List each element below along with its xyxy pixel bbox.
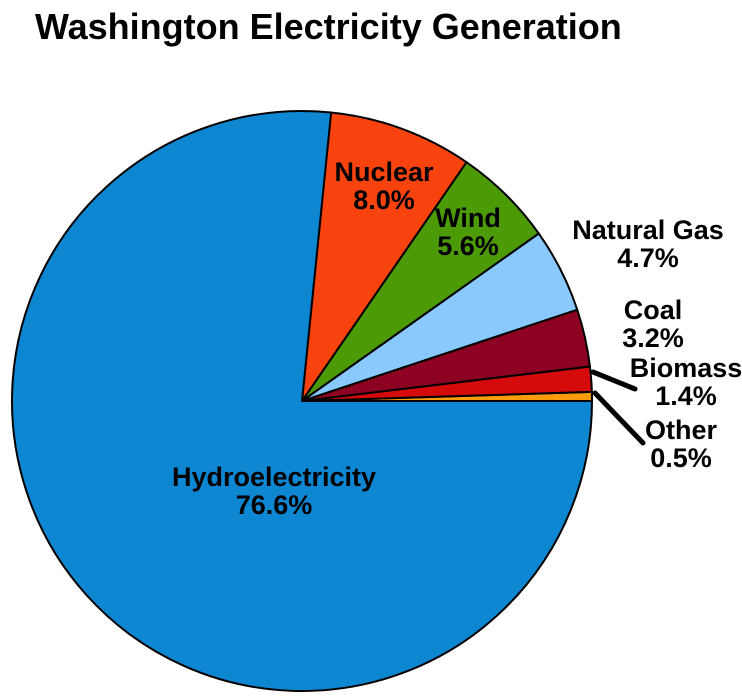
slice-label-other: Other 0.5% [645,415,718,473]
slice-label-name-wind: Wind [435,203,501,233]
slice-label-nuclear: Nuclear 8.0% [334,157,434,215]
slice-label-percent-wind: 5.6% [437,231,499,261]
leader-line-other [592,390,646,446]
slice-label-percent-coal: 3.2% [622,323,684,353]
slice-label-percent-other: 0.5% [650,443,712,473]
slice-label-hydroelectricity: Hydroelectricity 76.6% [172,462,376,520]
slice-label-wind: Wind 5.6% [435,203,501,261]
slice-label-name-nuclear: Nuclear [334,157,434,187]
slice-label-percent-biomass: 1.4% [655,381,717,411]
chart-title: Washington Electricity Generation [35,6,622,47]
slice-label-percent-natural-gas: 4.7% [617,243,679,273]
slice-label-name-natural-gas: Natural Gas [572,215,724,245]
pie-slice-nuclear [301,111,468,402]
slice-label-percent-hydroelectricity: 76.6% [236,490,313,520]
slice-label-biomass: Biomass 1.4% [630,353,742,411]
slice-label-name-biomass: Biomass [630,353,742,383]
slice-label-percent-nuclear: 8.0% [353,185,415,215]
slice-label-coal: Coal 3.2% [622,295,684,353]
pie-slice-hydroelectricity [11,109,593,692]
slice-label-name-hydroelectricity: Hydroelectricity [172,462,376,492]
leader-line-biomass [590,369,638,392]
slice-label-name-coal: Coal [624,295,683,325]
slice-label-natural-gas: Natural Gas 4.7% [572,215,724,273]
slice-label-name-other: Other [645,415,718,445]
